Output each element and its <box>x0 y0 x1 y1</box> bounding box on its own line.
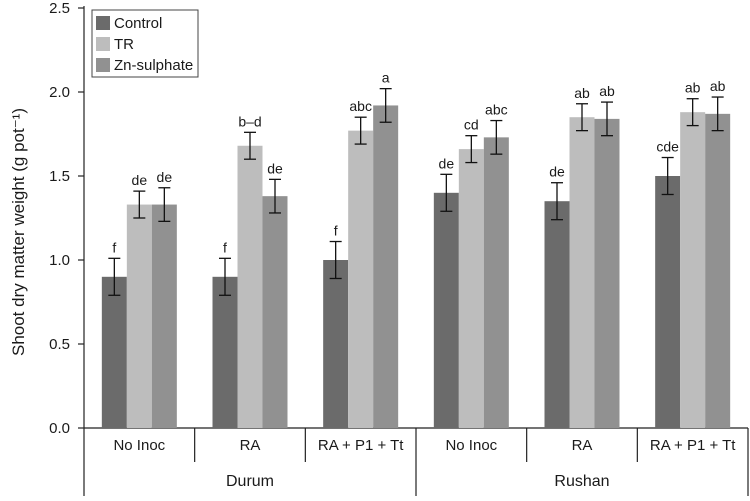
y-tick-label: 0.0 <box>49 420 70 437</box>
legend: Control TR Zn-sulphate <box>91 9 199 78</box>
bar <box>680 112 706 428</box>
bar <box>323 260 349 428</box>
significance-label: de <box>157 169 173 185</box>
bar <box>126 204 152 428</box>
bar <box>373 105 399 428</box>
bar <box>483 137 509 429</box>
bar <box>101 276 127 428</box>
y-tick-label: 2.0 <box>49 84 70 101</box>
significance-label: b–d <box>238 113 261 129</box>
category-label: RA + P1 + Tt <box>318 437 404 454</box>
category-label: No Inoc <box>445 437 497 454</box>
significance-label: f <box>112 239 116 255</box>
group-label: Durum <box>226 473 274 490</box>
y-tick-label: 1.0 <box>49 252 70 269</box>
significance-label: de <box>132 172 148 188</box>
bar <box>458 149 484 428</box>
x-axis-labels: No Inoc RA RA + P1 + Tt No Inoc RA RA + P1 + … <box>113 437 736 490</box>
significance-label: abc <box>349 98 372 114</box>
category-label: RA + P1 + Tt <box>650 437 736 454</box>
legend-label: TR <box>114 36 134 53</box>
axes: 0.0 0.5 1.0 1.5 2.0 2.5 <box>49 0 749 496</box>
bar <box>655 176 681 428</box>
y-tick-label: 1.5 <box>49 168 70 185</box>
significance-label: de <box>549 164 565 180</box>
significance-label: f <box>334 223 338 239</box>
significance-label: ab <box>574 85 590 101</box>
bar <box>348 130 374 428</box>
legend-label: Zn-sulphate <box>114 57 193 74</box>
significance-label: a <box>382 70 390 86</box>
significance-label: ab <box>599 83 615 99</box>
bar <box>544 201 570 428</box>
legend-label: Control <box>114 15 162 32</box>
bar <box>594 118 620 428</box>
bar <box>433 192 459 428</box>
significance-label: cd <box>464 117 479 133</box>
y-tick-label: 0.5 <box>49 336 70 353</box>
legend-swatch <box>96 37 110 51</box>
bar <box>262 196 288 428</box>
bar <box>212 276 238 428</box>
significance-label: abc <box>485 102 508 118</box>
bar <box>237 145 263 428</box>
legend-swatch <box>96 16 110 30</box>
significance-label: de <box>267 160 283 176</box>
significance-label: f <box>223 239 227 255</box>
category-label: RA <box>240 437 261 454</box>
significance-label: ab <box>710 78 726 94</box>
significance-label: ab <box>685 80 701 96</box>
bar <box>151 204 177 428</box>
y-axis-label: Shoot dry matter weight (g pot⁻¹) <box>9 108 28 356</box>
bars <box>101 105 731 429</box>
category-label: No Inoc <box>113 437 165 454</box>
error-bars <box>108 87 724 296</box>
y-tick-label: 2.5 <box>49 0 70 17</box>
legend-swatch <box>96 58 110 72</box>
category-label: RA <box>572 437 593 454</box>
group-label: Rushan <box>554 473 609 490</box>
significance-label: cde <box>656 139 679 155</box>
significance-label: de <box>439 155 455 171</box>
bar <box>705 113 731 428</box>
bar <box>569 117 595 428</box>
